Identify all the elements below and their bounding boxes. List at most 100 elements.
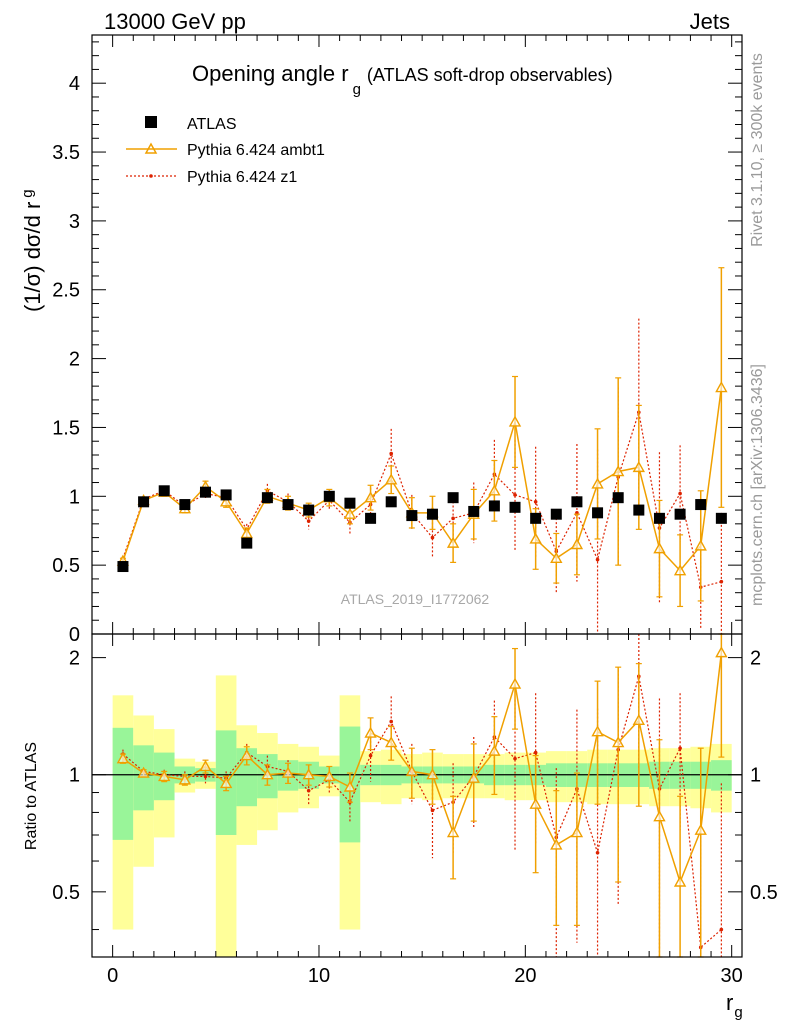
legend-atlas-marker [145,116,157,128]
ambt1-point [508,677,522,689]
z1-point [595,557,600,562]
ambt1-point [632,713,646,726]
z1-point [513,493,517,497]
z1-line [122,676,722,949]
legend: ATLAS Pythia 6.424 ambt1 Pythia 6.424 z1 [126,116,325,186]
ambt1-point [529,797,542,809]
z1-point [306,788,311,793]
atlas-data-point [509,501,521,513]
ambt1-point [385,473,398,485]
ambt1-line [122,387,723,572]
main-marks [116,267,728,634]
ambt1-point [219,776,233,789]
atlas-data-point [530,512,542,524]
z1-point [678,746,682,750]
z1-point [430,808,435,813]
x-tick-label: 30 [721,965,743,987]
main-ylabel: (1/σ) dσ/d rg [19,189,45,312]
band-inner-bin [711,760,732,791]
band-inner-bin [112,727,134,840]
ambt1-point [529,532,542,544]
main-y-tick-label: 3 [69,211,80,233]
ambt1-point [488,744,501,756]
atlas-data-point [715,512,727,524]
ambt1-point [240,527,253,539]
legend-atlas-label: ATLAS [187,116,237,133]
legend-z1-marker [149,174,153,178]
ratio-y-tick-label-left: 0.5 [52,882,80,904]
x-axis-label: rg [726,990,743,1021]
ambt1-point [508,415,522,427]
z1-line [122,412,722,588]
main-y-tick-label: 1 [69,486,80,508]
main-y-tick-label: 1.5 [52,417,80,439]
ratio-y-tick-label-right: 2 [750,648,761,670]
ratio-bands [92,675,742,957]
atlas-data-point [426,508,438,520]
x-tick-label: 20 [514,965,536,987]
z1-point [595,850,600,855]
atlas-data-point [550,508,562,520]
ambt1-point [364,491,377,503]
ambt1-point [694,539,707,551]
z1-point [678,491,682,496]
ambt1-point [281,766,295,778]
atlas-data-point [323,490,335,502]
atlas-data-point [117,561,129,573]
z1-point [389,451,394,456]
ambt1-point [550,838,563,850]
z1-point [533,500,538,504]
atlas-data-point [695,499,707,511]
atlas-data-point [385,496,397,508]
ambt1-point [343,507,357,519]
axes: 0 10 20 30 0 0.5 1 1.5 2 2.5 3 3.5 4 0.5 0.5 1 1 2 2 [52,34,778,987]
ambt1-point [426,768,439,780]
atlas-data-point [674,508,686,520]
band-inner-bin [133,745,154,811]
atlas-data-point [303,504,315,516]
atlas-data-point [488,500,500,512]
ambt1-point [446,536,460,548]
ambt1-point [632,460,646,473]
ambt1-point [612,465,625,477]
z1-point [368,753,373,758]
ambt1-point [323,769,336,782]
main-y-tick-label: 0.5 [52,555,80,577]
ratio-y-tick-label-right: 1 [750,765,761,787]
ambt1-point [385,736,398,748]
main-y-tick-label: 2.5 [52,280,80,302]
ambt1-point [116,752,130,764]
z1-point [203,774,208,779]
ambt1-point [715,381,728,393]
ambt1-point [694,823,707,835]
atlas-data-point [179,499,191,511]
ambt1-point [199,760,212,772]
header-right: Jets [690,9,730,34]
main-y-tick-label: 4 [69,73,80,95]
z1-point [719,579,724,584]
z1-point [430,535,435,540]
ambt1-point [343,780,357,792]
ambt1-point [405,764,419,777]
ambt1-point [653,810,666,822]
side-rivet: Rivet 3.1.10, ≥ 300k events [749,53,766,247]
ambt1-point [550,551,563,563]
legend-ambt1-marker [144,142,158,154]
ambt1-point [488,484,501,496]
ambt1-point [446,826,460,838]
ambt1-point [673,564,687,576]
z1-point [389,719,394,724]
ratio-y-tick-label-left: 2 [69,648,80,670]
ambt1-line [122,652,723,885]
chart-title: Opening angle rg(ATLAS soft-drop observa… [192,61,613,98]
ambt1-point [178,773,192,785]
atlas-data-point [406,510,418,522]
ratio-ylabel: Ratio to ATLAS [23,742,40,850]
atlas-data-point [220,489,232,501]
atlas-data-point [241,537,253,549]
analysis-watermark: ATLAS_2019_I1772062 [341,591,490,607]
ratio-y-tick-label-left: 1 [69,765,80,787]
legend-ambt1-label: Pythia 6.424 ambt1 [187,142,325,159]
ambt1-point [261,768,274,780]
